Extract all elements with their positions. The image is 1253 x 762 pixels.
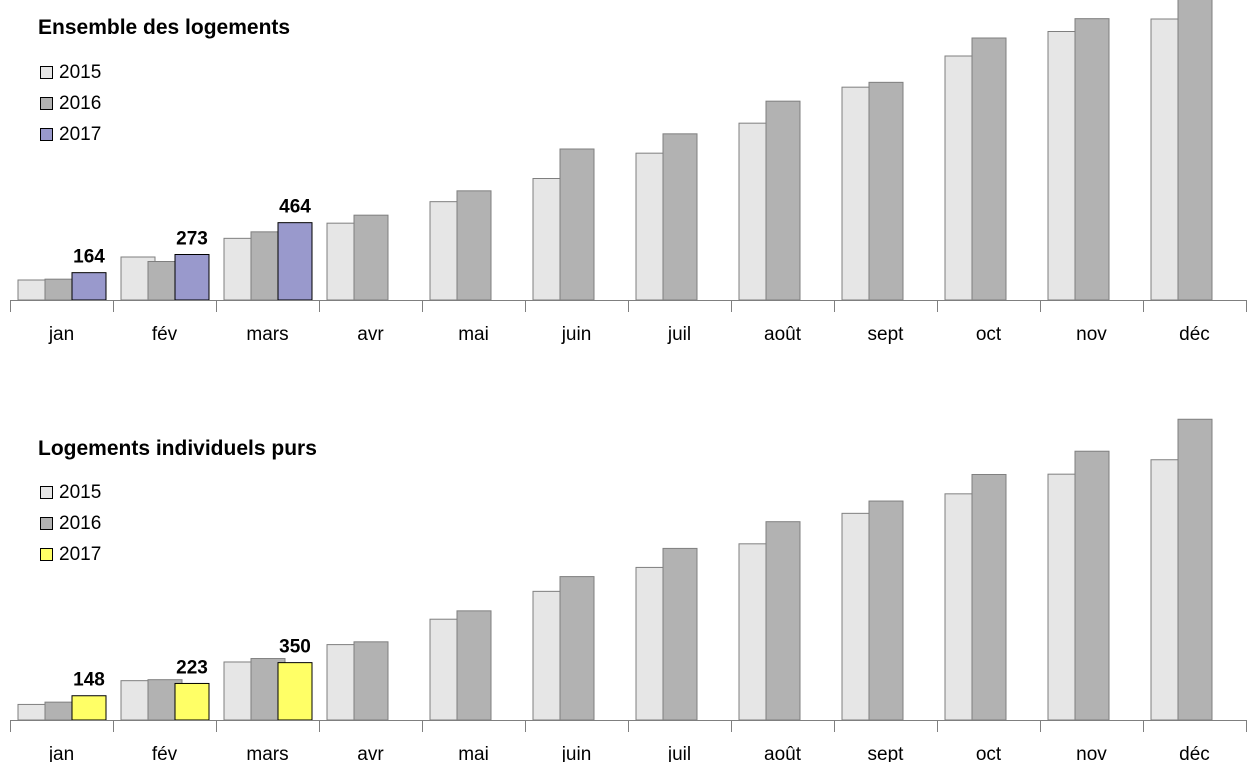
x-tick-label: juin <box>561 324 592 345</box>
x-tick-label: fév <box>152 324 178 345</box>
legend-swatch-2017 <box>40 128 53 141</box>
data-label: 350 <box>279 637 311 658</box>
x-tick-label: sept <box>868 324 905 345</box>
bar-2016-déc <box>1177 418 1213 721</box>
bar-2016-juin <box>559 576 595 721</box>
x-tick-label: août <box>764 324 802 345</box>
legend-label: 2016 <box>59 92 102 114</box>
x-tick-label: oct <box>976 744 1002 762</box>
x-tick-label: sept <box>868 744 905 762</box>
x-tick-label: jan <box>48 744 74 762</box>
bar-2016-mai <box>456 610 492 721</box>
legend-swatch-2015 <box>40 486 53 499</box>
bar-2017-fév <box>174 254 210 301</box>
x-tick-label: mars <box>246 744 288 762</box>
bar-2016-avr <box>353 214 389 301</box>
x-tick-label: août <box>764 744 802 762</box>
legend-item-2015: 2015 <box>40 57 101 88</box>
legend-label: 2015 <box>59 481 102 503</box>
legend-swatch-2016 <box>40 517 53 530</box>
data-label: 164 <box>73 247 105 268</box>
chart-title: Logements individuels purs <box>38 437 317 460</box>
bar-2016-juin <box>559 148 595 301</box>
legend: 2015 2016 2017 <box>40 477 101 570</box>
legend-item-2016: 2016 <box>40 508 101 539</box>
data-label: 223 <box>176 657 208 678</box>
legend-item-2015: 2015 <box>40 477 101 508</box>
x-tick-label: mars <box>246 324 288 345</box>
legend-item-2017: 2017 <box>40 539 101 570</box>
x-tick-label: oct <box>976 324 1002 345</box>
legend: 2015 2016 2017 <box>40 57 101 150</box>
legend-item-2017: 2017 <box>40 119 101 150</box>
legend-label: 2015 <box>59 61 102 83</box>
bar-2017-jan <box>71 272 107 301</box>
x-tick-label: avr <box>357 324 384 345</box>
bar-2016-août <box>765 100 801 301</box>
bar-2016-oct <box>971 37 1007 301</box>
bar-2016-mai <box>456 190 492 301</box>
bar-2017-fév <box>174 682 210 721</box>
bar-2017-mars <box>277 222 313 301</box>
x-tick-label: nov <box>1076 324 1107 345</box>
bar-chart-svg: 164 jan 273 fév 464 mars avr mai juin juil août sep… <box>10 0 1247 345</box>
bar-2016-nov <box>1074 450 1110 721</box>
bar-2016-sept <box>868 81 904 301</box>
legend-label: 2017 <box>59 123 102 145</box>
data-label: 273 <box>176 229 208 250</box>
legend-swatch-2017 <box>40 548 53 561</box>
x-tick-label: déc <box>1179 324 1210 345</box>
x-tick-label: juil <box>667 324 691 345</box>
data-label: 148 <box>73 670 105 691</box>
x-tick-label: avr <box>357 744 384 762</box>
bar-chart-svg: 148 jan 223 fév 350 mars avr mai juin juil août sep… <box>10 418 1247 762</box>
bar-2016-sept <box>868 500 904 721</box>
bar-2017-jan <box>71 695 107 721</box>
bar-2016-août <box>765 521 801 721</box>
bar-2016-juil <box>662 133 698 301</box>
x-tick-label: nov <box>1076 744 1107 762</box>
x-tick-label: juin <box>561 744 592 762</box>
bar-2016-déc <box>1177 0 1213 301</box>
x-tick-label: juil <box>667 744 691 762</box>
chart-ensemble-logements: 164 jan 273 fév 464 mars avr mai juin juil août sep… <box>10 0 1247 345</box>
legend-item-2016: 2016 <box>40 88 101 119</box>
chart-title: Ensemble des logements <box>38 16 291 39</box>
legend-swatch-2015 <box>40 66 53 79</box>
legend-label: 2017 <box>59 543 102 565</box>
chart-logements-individuels-purs: 148 jan 223 fév 350 mars avr mai juin juil août sep… <box>0 381 1253 762</box>
legend-label: 2016 <box>59 512 102 534</box>
x-tick-label: déc <box>1179 744 1210 762</box>
x-tick-label: jan <box>48 324 74 345</box>
bar-2016-juil <box>662 547 698 721</box>
data-label: 464 <box>279 197 311 218</box>
x-tick-label: mai <box>458 744 489 762</box>
bar-2016-avr <box>353 641 389 721</box>
bar-2016-nov <box>1074 18 1110 301</box>
bar-2016-oct <box>971 473 1007 721</box>
legend-swatch-2016 <box>40 97 53 110</box>
x-tick-label: mai <box>458 324 489 345</box>
bar-2017-mars <box>277 662 313 721</box>
x-tick-label: fév <box>152 744 178 762</box>
